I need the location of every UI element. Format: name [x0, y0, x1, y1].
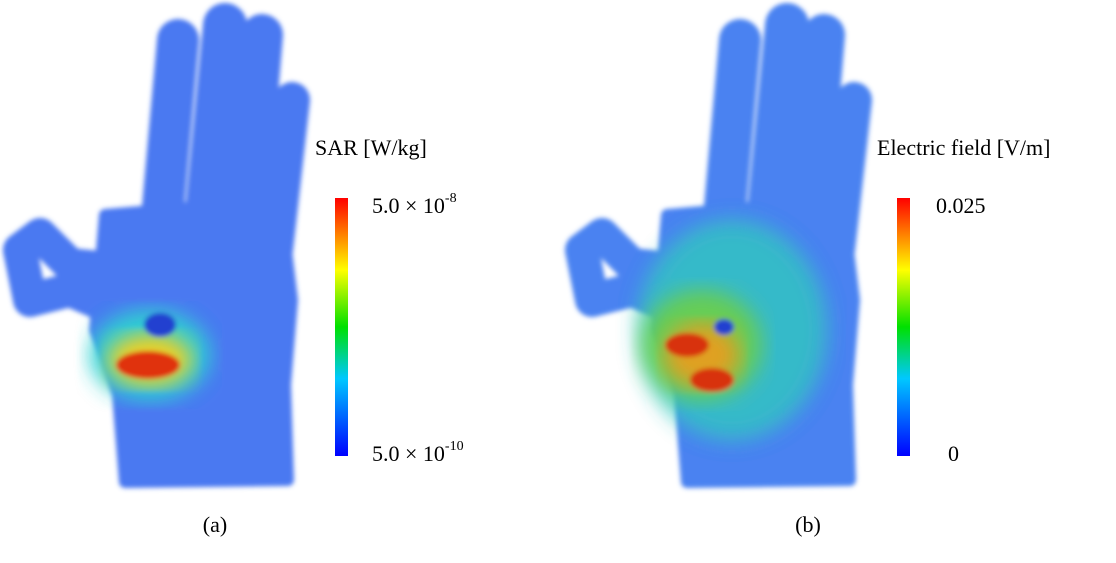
colorbar-title: Electric field [V/m] [877, 135, 1050, 160]
caption: (a) [203, 512, 227, 537]
label-part: 5.0 × 10 [372, 441, 445, 466]
label-part: -8 [445, 191, 457, 206]
colorbar-min-label: 0 [948, 441, 959, 466]
colorbar-title: SAR [W/kg] [315, 135, 427, 160]
hand-image-b [582, 25, 854, 482]
label-part: -10 [445, 439, 464, 454]
label-part: 0 [948, 441, 959, 466]
hand-image-a [20, 25, 292, 482]
colorbar-a [335, 198, 348, 456]
colorbar-min-label: 5.0 × 10-10 [372, 439, 464, 466]
caption: (b) [795, 512, 821, 537]
colorbar-max-label: 0.025 [936, 193, 986, 218]
colorbar-max-label: 5.0 × 10-8 [372, 191, 457, 218]
colorbar-b [897, 198, 910, 456]
label-part: 5.0 × 10 [372, 193, 445, 218]
label-part: 0.025 [936, 193, 986, 218]
